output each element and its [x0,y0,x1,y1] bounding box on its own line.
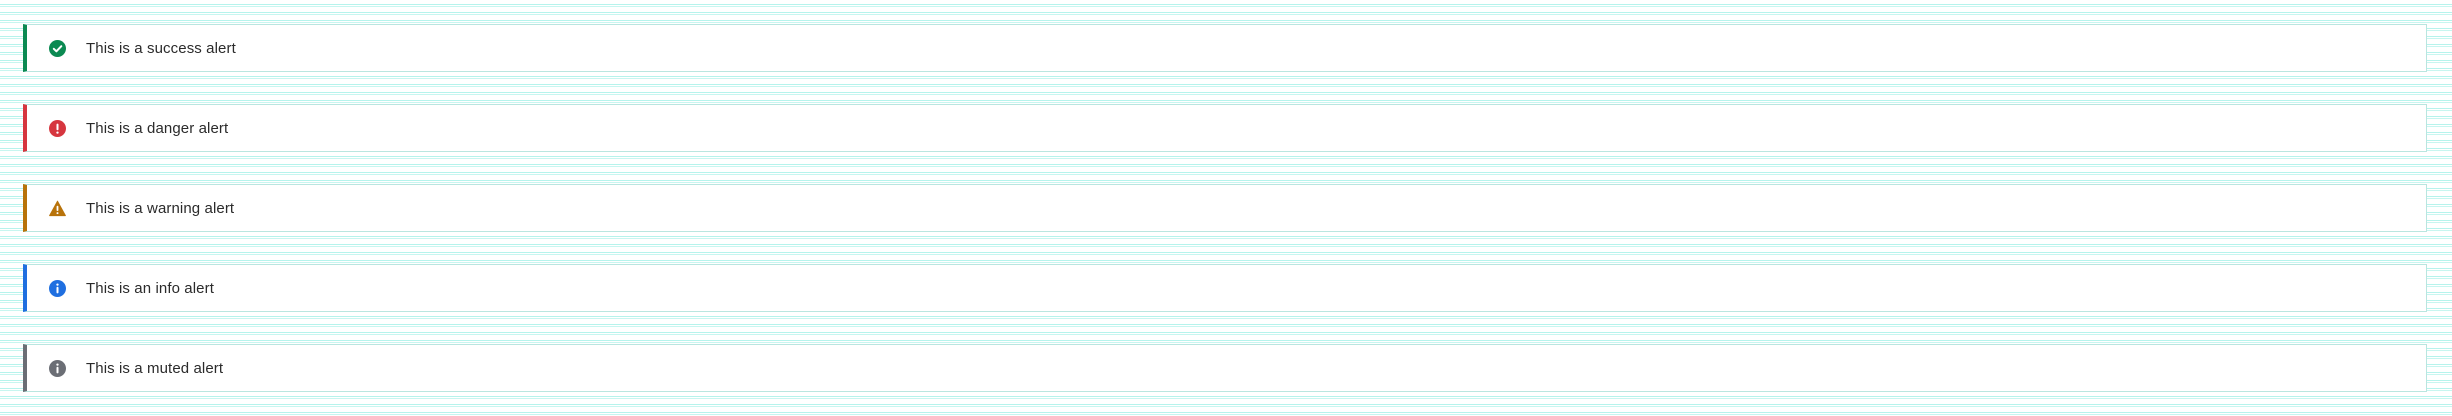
alert-list: This is a success alert This is a danger… [23,24,2427,392]
info-alert: This is an info alert [23,264,2427,312]
info-circle-icon [49,279,66,297]
alert-message: This is a success alert [86,39,236,57]
info-circle-icon [49,359,66,377]
warning-triangle-icon [49,200,66,217]
alert-message: This is an info alert [86,279,214,297]
muted-alert: This is a muted alert [23,344,2427,392]
danger-alert: This is a danger alert [23,104,2427,152]
alert-message: This is a muted alert [86,359,224,377]
warning-alert: This is a warning alert [23,184,2427,232]
check-circle-icon [49,39,66,57]
success-alert: This is a success alert [23,24,2427,72]
alert-message: This is a danger alert [86,119,229,137]
exclamation-circle-icon [49,119,66,137]
alert-message: This is a warning alert [86,199,235,217]
